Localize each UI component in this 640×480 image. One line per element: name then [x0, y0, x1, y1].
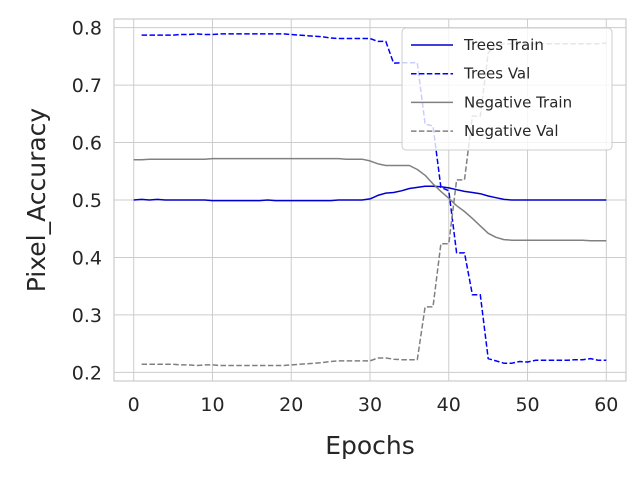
y-axis-label: Pixel_Accuracy: [22, 108, 51, 293]
y-tick-label: 0.3: [72, 305, 102, 327]
series-line-trees-val: [141, 33, 607, 364]
x-tick-label: 20: [279, 394, 303, 416]
legend-label: Negative Train: [464, 93, 572, 111]
legend: Trees Train Trees Val Negative Train Negati…: [401, 27, 613, 151]
x-axis-label: Epochs: [325, 431, 415, 460]
y-tick-label: 0.4: [72, 247, 102, 269]
y-tick-label: 0.6: [72, 133, 102, 155]
series-line-negative-train: [133, 157, 607, 242]
y-tick-label: 0.5: [72, 190, 102, 212]
y-tick-labels: 0.2 0.3 0.4 0.5 0.6 0.7 0.8: [72, 18, 102, 385]
x-tick-label: 40: [437, 394, 461, 416]
y-tick-label: 0.2: [72, 362, 102, 384]
x-tick-label: 10: [200, 394, 224, 416]
x-tick-label: 0: [128, 394, 140, 416]
legend-label: Trees Val: [463, 65, 530, 83]
series-line-negative-val: [141, 42, 607, 367]
legend-label: Trees Train: [463, 36, 544, 54]
x-tick-label: 60: [594, 394, 618, 416]
series-line-trees-train: [133, 185, 607, 202]
legend-box: [401, 27, 613, 151]
legend-label: Negative Val: [464, 122, 559, 140]
x-tick-label: 30: [358, 394, 382, 416]
plot-frame: [113, 18, 627, 382]
x-tick-label: 50: [515, 394, 539, 416]
x-tick-labels: 0 10 20 30 40 50 60: [128, 394, 619, 416]
y-tick-label: 0.8: [72, 18, 102, 40]
series-layer: [133, 33, 607, 367]
y-tick-label: 0.7: [72, 75, 102, 97]
